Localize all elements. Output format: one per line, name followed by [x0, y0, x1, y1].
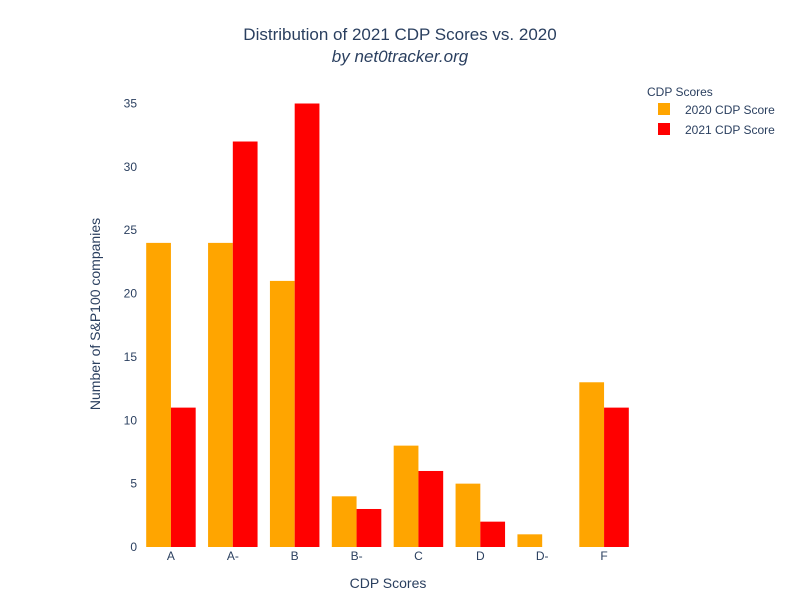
x-axis-ticks: A A- B B- C D D- F — [167, 549, 608, 563]
legend[interactable]: CDP Scores 2020 CDP Score 2021 CDP Score — [647, 85, 775, 137]
bar-C-2021[interactable] — [418, 470, 444, 547]
bar-C-2020[interactable] — [393, 445, 419, 547]
bar-F-2021[interactable] — [604, 407, 629, 547]
x-tick-label: C — [414, 549, 423, 563]
legend-swatch-2021 — [658, 123, 670, 135]
chart-subtitle: by net0tracker.org — [332, 47, 469, 66]
bar-B--2021[interactable] — [356, 508, 382, 547]
bar-D--2020[interactable] — [517, 534, 543, 547]
bar-A--2021[interactable] — [232, 141, 258, 547]
x-tick-label: D- — [536, 549, 549, 563]
x-tick-label: B- — [351, 549, 363, 563]
bar-B-2021[interactable] — [294, 103, 320, 548]
legend-label-2020: 2020 CDP Score — [685, 103, 775, 117]
legend-item-2021[interactable]: 2021 CDP Score — [658, 123, 775, 137]
x-axis-title: CDP Scores — [350, 575, 427, 591]
legend-item-2020[interactable]: 2020 CDP Score — [658, 103, 775, 117]
y-tick-label: 5 — [130, 477, 137, 491]
y-axis-title: Number of S&P100 companies — [87, 218, 103, 410]
y-tick-label: 25 — [124, 223, 138, 237]
bar-D-2021[interactable] — [480, 521, 506, 547]
y-axis-ticks: 0 5 10 15 20 25 30 35 — [124, 97, 138, 555]
bar-A--2020[interactable] — [208, 242, 233, 547]
x-tick-label: F — [600, 549, 607, 563]
bar-A-2021[interactable] — [170, 407, 196, 547]
x-tick-label: D — [476, 549, 485, 563]
y-tick-label: 35 — [124, 97, 138, 111]
y-tick-label: 15 — [124, 350, 138, 364]
legend-title: CDP Scores — [647, 85, 713, 99]
y-tick-label: 20 — [124, 287, 138, 301]
plot-area — [146, 103, 629, 548]
chart-title: Distribution of 2021 CDP Scores vs. 2020 — [243, 25, 556, 44]
x-tick-label: A- — [227, 549, 239, 563]
y-tick-label: 10 — [124, 413, 138, 427]
bar-B--2020[interactable] — [331, 496, 357, 547]
bar-F-2020[interactable] — [579, 382, 605, 547]
bar-D-2020[interactable] — [455, 483, 481, 547]
bar-A-2020[interactable] — [146, 242, 171, 547]
legend-label-2021: 2021 CDP Score — [685, 123, 775, 137]
bar-B-2020[interactable] — [269, 280, 295, 547]
y-tick-label: 0 — [130, 540, 137, 554]
legend-swatch-2020 — [658, 103, 670, 115]
x-tick-label: A — [167, 549, 175, 563]
y-tick-label: 30 — [124, 160, 138, 174]
x-tick-label: B — [291, 549, 299, 563]
